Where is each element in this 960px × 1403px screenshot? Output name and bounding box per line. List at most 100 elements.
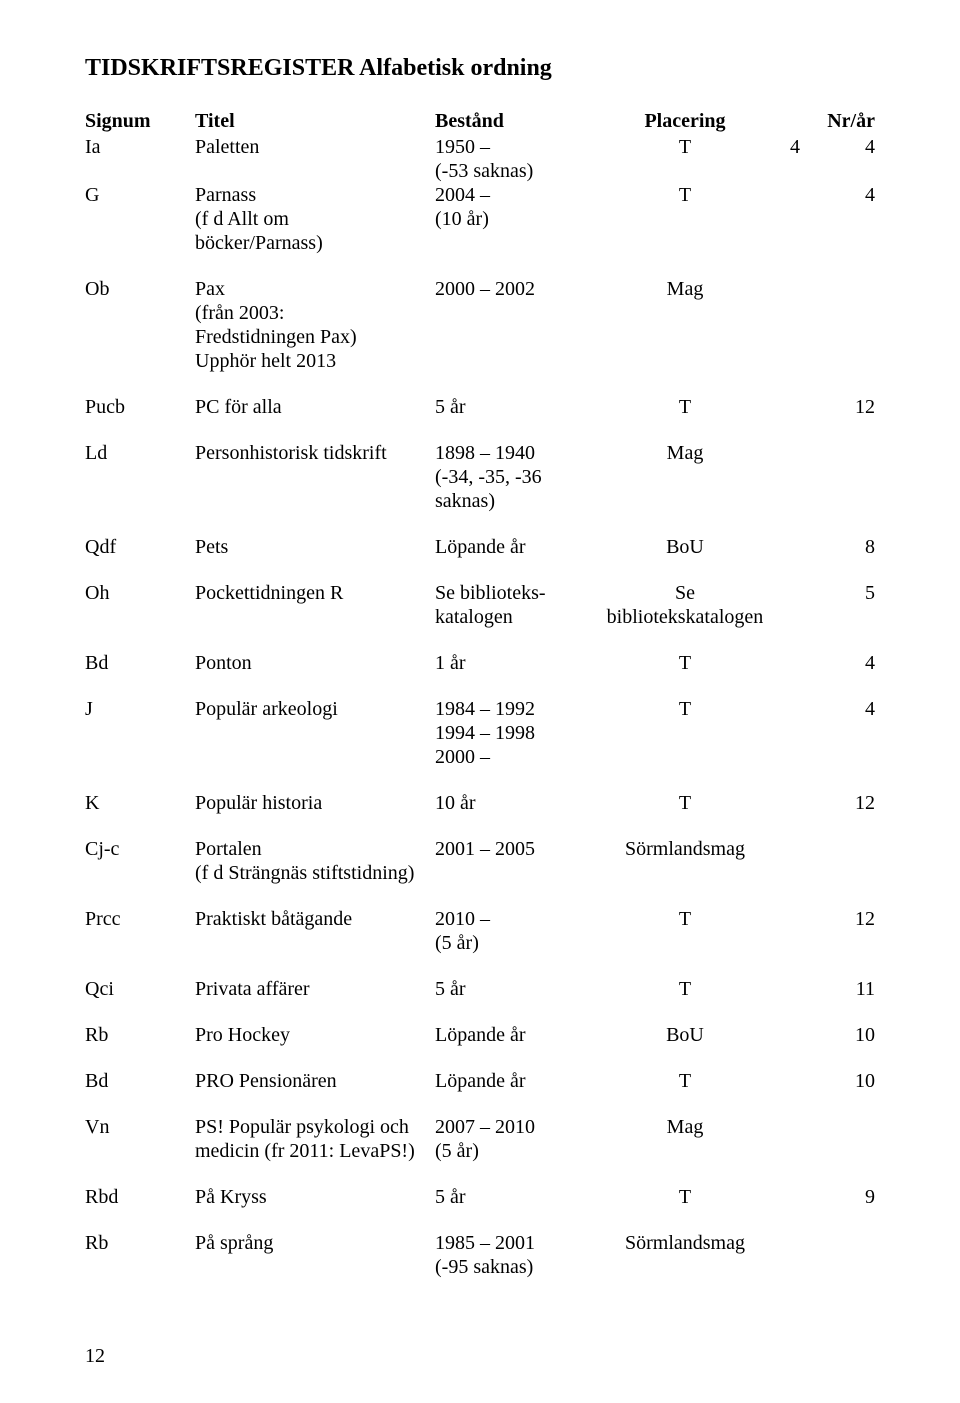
cell-signum: Bd xyxy=(85,651,195,675)
cell-nrar xyxy=(775,1231,875,1279)
page-title: TIDSKRIFTSREGISTER Alfabetisk ordning xyxy=(85,55,875,82)
cell-titel: Populär historia xyxy=(195,791,435,815)
cell-signum: Rb xyxy=(85,1023,195,1047)
cell-bestand: 1984 – 19921994 – 19982000 – xyxy=(435,697,595,769)
header-nrar: Nr/år xyxy=(775,110,875,133)
cell-placering: T xyxy=(595,1185,775,1209)
cell-titel: PC för alla xyxy=(195,395,435,419)
cell-placering: T xyxy=(595,1069,775,1093)
header-signum: Signum xyxy=(85,110,195,133)
cell-signum: Qdf xyxy=(85,535,195,559)
cell-nrar: 9 xyxy=(775,1185,875,1209)
cell-nrar xyxy=(775,277,875,373)
cell-placering: BoU xyxy=(595,1023,775,1047)
table-row: IaPaletten1950 –(-53 saknas)T4 4 xyxy=(85,135,875,183)
header-titel: Titel xyxy=(195,110,435,133)
cell-nrar: 12 xyxy=(775,791,875,815)
cell-titel: Pets xyxy=(195,535,435,559)
cell-signum: Oh xyxy=(85,581,195,629)
cell-placering: BoU xyxy=(595,535,775,559)
cell-placering: T xyxy=(595,697,775,769)
cell-bestand: 10 år xyxy=(435,791,595,815)
table-row: RbdPå Kryss5 årT9 xyxy=(85,1185,875,1209)
cell-titel: Pax(från 2003:Fredstidningen Pax)Upphör … xyxy=(195,277,435,373)
cell-placering: T xyxy=(595,135,775,183)
header-placering: Placering xyxy=(595,110,775,133)
cell-bestand: 1 år xyxy=(435,651,595,675)
cell-placering: T xyxy=(595,907,775,955)
cell-signum: Cj-c xyxy=(85,837,195,885)
cell-bestand: 5 år xyxy=(435,395,595,419)
table-row: KPopulär historia10 årT12 xyxy=(85,791,875,815)
cell-placering: T xyxy=(595,791,775,815)
cell-nrar: 10 xyxy=(775,1069,875,1093)
cell-nrar: 11 xyxy=(775,977,875,1001)
cell-bestand: 2010 –(5 år) xyxy=(435,907,595,955)
cell-bestand: 2000 – 2002 xyxy=(435,277,595,373)
cell-titel: PS! Populär psykologi ochmedicin (fr 201… xyxy=(195,1115,435,1163)
table-row: LdPersonhistorisk tidskrift1898 – 1940(-… xyxy=(85,441,875,513)
cell-bestand: 1950 –(-53 saknas) xyxy=(435,135,595,183)
cell-placering: Sörmlandsmag xyxy=(595,837,775,885)
cell-nrar: 4 4 xyxy=(775,135,875,183)
table-row: BdPRO PensionärenLöpande årT10 xyxy=(85,1069,875,1093)
cell-bestand: 2001 – 2005 xyxy=(435,837,595,885)
cell-titel: Privata affärer xyxy=(195,977,435,1001)
cell-placering: Mag xyxy=(595,277,775,373)
cell-titel: Paletten xyxy=(195,135,435,183)
cell-signum: Rbd xyxy=(85,1185,195,1209)
cell-placering: T xyxy=(595,651,775,675)
table-row: PucbPC för alla5 årT12 xyxy=(85,395,875,419)
cell-signum: Ob xyxy=(85,277,195,373)
table-row: Cj-cPortalen(f d Strängnäs stiftstidning… xyxy=(85,837,875,885)
cell-nrar: 12 xyxy=(775,907,875,955)
cell-nrar: 12 xyxy=(775,395,875,419)
cell-nrar: 4 xyxy=(775,183,875,255)
cell-signum: Qci xyxy=(85,977,195,1001)
cell-nrar: 10 xyxy=(775,1023,875,1047)
cell-bestand: Löpande år xyxy=(435,535,595,559)
cell-bestand: 1898 – 1940(-34, -35, -36saknas) xyxy=(435,441,595,513)
table-row: BdPonton1 årT4 xyxy=(85,651,875,675)
cell-nrar xyxy=(775,1115,875,1163)
cell-signum: Pucb xyxy=(85,395,195,419)
cell-signum: Rb xyxy=(85,1231,195,1279)
cell-signum: G xyxy=(85,183,195,255)
cell-bestand: Löpande år xyxy=(435,1023,595,1047)
cell-titel: Portalen(f d Strängnäs stiftstidning) xyxy=(195,837,435,885)
cell-titel: Pro Hockey xyxy=(195,1023,435,1047)
cell-placering: Sörmlandsmag xyxy=(595,1231,775,1279)
cell-placering: Sebibliotekskatalogen xyxy=(595,581,775,629)
cell-bestand: 5 år xyxy=(435,1185,595,1209)
cell-signum: J xyxy=(85,697,195,769)
table-row: PrccPraktiskt båtägande2010 –(5 år)T12 xyxy=(85,907,875,955)
table-body: IaPaletten1950 –(-53 saknas)T4 4GParnass… xyxy=(85,135,875,1279)
table-row: QciPrivata affärer5 årT11 xyxy=(85,977,875,1001)
cell-titel: Populär arkeologi xyxy=(195,697,435,769)
cell-placering: Mag xyxy=(595,1115,775,1163)
cell-signum: Ia xyxy=(85,135,195,183)
cell-bestand: 1985 – 2001(-95 saknas) xyxy=(435,1231,595,1279)
header-bestand: Bestånd xyxy=(435,110,595,133)
cell-titel: Praktiskt båtägande xyxy=(195,907,435,955)
table-row: RbPå språng1985 – 2001(-95 saknas)Sörmla… xyxy=(85,1231,875,1279)
cell-nrar xyxy=(775,441,875,513)
cell-signum: Prcc xyxy=(85,907,195,955)
cell-signum: Bd xyxy=(85,1069,195,1093)
cell-bestand: 2007 – 2010(5 år) xyxy=(435,1115,595,1163)
table-header: Signum Titel Bestånd Placering Nr/år xyxy=(85,110,875,133)
cell-nrar: 4 xyxy=(775,651,875,675)
cell-bestand: Se biblioteks-katalogen xyxy=(435,581,595,629)
table-row: RbPro HockeyLöpande årBoU10 xyxy=(85,1023,875,1047)
cell-titel: Personhistorisk tidskrift xyxy=(195,441,435,513)
cell-nrar xyxy=(775,837,875,885)
cell-placering: T xyxy=(595,977,775,1001)
cell-signum: Vn xyxy=(85,1115,195,1163)
cell-titel: På språng xyxy=(195,1231,435,1279)
table-row: JPopulär arkeologi1984 – 19921994 – 1998… xyxy=(85,697,875,769)
cell-titel: Ponton xyxy=(195,651,435,675)
cell-bestand: 2004 –(10 år) xyxy=(435,183,595,255)
cell-titel: PRO Pensionären xyxy=(195,1069,435,1093)
cell-nrar: 5 xyxy=(775,581,875,629)
cell-titel: På Kryss xyxy=(195,1185,435,1209)
